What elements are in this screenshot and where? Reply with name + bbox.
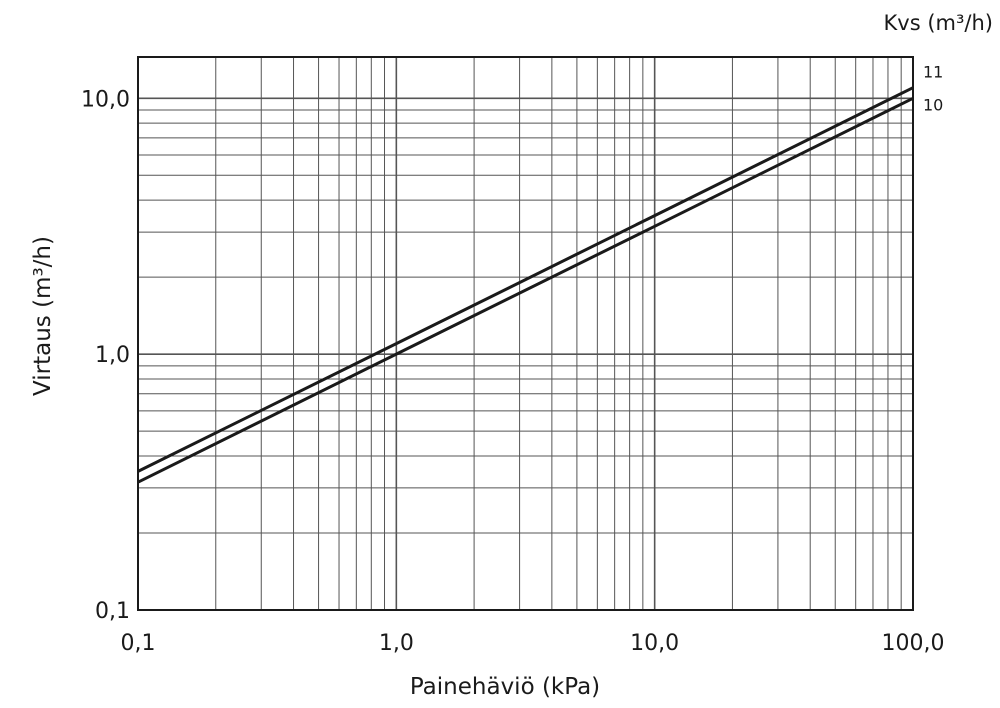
series-label-kvs-11: 11 — [923, 63, 943, 82]
y-tick-label: 1,0 — [95, 343, 130, 368]
x-axis-ticks: 0,1 1,0 10,0 100,0 — [121, 631, 945, 656]
y-axis-ticks: 0,1 1,0 10,0 — [81, 87, 130, 624]
y-tick-label: 0,1 — [95, 599, 130, 624]
x-tick-label: 0,1 — [121, 631, 156, 656]
series-label-kvs-10: 10 — [923, 95, 943, 114]
series-lines — [137, 86, 914, 484]
x-tick-label: 1,0 — [379, 631, 414, 656]
legend-title: Kvs (m³/h) — [884, 11, 993, 35]
plot-area-frame — [137, 56, 914, 611]
y-axis-title: Virtaus (m³/h) — [30, 236, 56, 396]
y-tick-label: 10,0 — [81, 87, 130, 112]
series-line-kvs-11 — [137, 86, 914, 473]
x-tick-label: 100,0 — [882, 631, 945, 656]
series-labels: 11 10 — [923, 63, 943, 115]
x-axis-title: Painehäviö (kPa) — [410, 674, 600, 700]
x-tick-label: 10,0 — [630, 631, 679, 656]
grid — [138, 57, 913, 610]
series-line-kvs-10 — [137, 96, 914, 484]
